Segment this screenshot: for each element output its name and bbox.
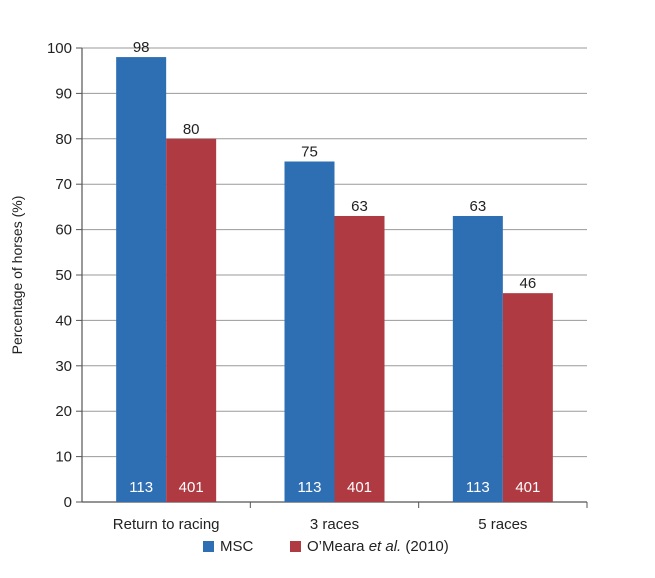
bar-value-label: 63 [469, 198, 486, 215]
legend-label-part: O’Meara [307, 538, 369, 555]
bar-value-label: 80 [183, 121, 200, 138]
bar-n-label: 113 [298, 479, 322, 496]
y-tick-label: 100 [47, 40, 72, 57]
x-category-label: 5 races [478, 516, 527, 533]
legend-swatch-msc [203, 541, 214, 552]
bar [334, 215, 385, 503]
legend-label-part: et al. [369, 538, 402, 555]
bar-n-label: 113 [129, 479, 153, 496]
bar [166, 138, 217, 503]
y-tick-label: 90 [55, 85, 72, 102]
bar [452, 215, 503, 503]
bar [502, 293, 553, 502]
legend-label-part: (2010) [401, 538, 449, 555]
legend-label-msc: MSC [220, 538, 254, 555]
bar-n-label: 401 [515, 479, 540, 496]
bar-value-label: 63 [351, 198, 368, 215]
bar-value-label: 75 [301, 144, 318, 161]
legend-swatch-omeara [290, 541, 301, 552]
y-tick-label: 0 [64, 494, 72, 511]
y-tick-label: 50 [55, 267, 72, 284]
legend-label-omeara: O’Meara et al. (2010) [307, 538, 449, 555]
y-tick-label: 40 [55, 312, 72, 329]
x-category-label: 3 races [310, 516, 359, 533]
y-tick-label: 70 [55, 176, 72, 193]
y-axis-title: Percentage of horses (%) [9, 196, 25, 355]
y-tick-label: 10 [55, 449, 72, 466]
bar-value-label: 46 [519, 275, 536, 292]
bar [116, 57, 167, 503]
bar-value-label: 98 [133, 39, 150, 56]
bar-n-label: 113 [466, 479, 490, 496]
y-tick-label: 80 [55, 131, 72, 148]
y-tick-label: 20 [55, 403, 72, 420]
y-tick-label: 30 [55, 358, 72, 375]
x-category-label: Return to racing [113, 516, 220, 533]
y-tick-label: 60 [55, 222, 72, 239]
bar-n-label: 401 [347, 479, 372, 496]
bar [284, 161, 335, 502]
bar-n-label: 401 [179, 479, 204, 496]
